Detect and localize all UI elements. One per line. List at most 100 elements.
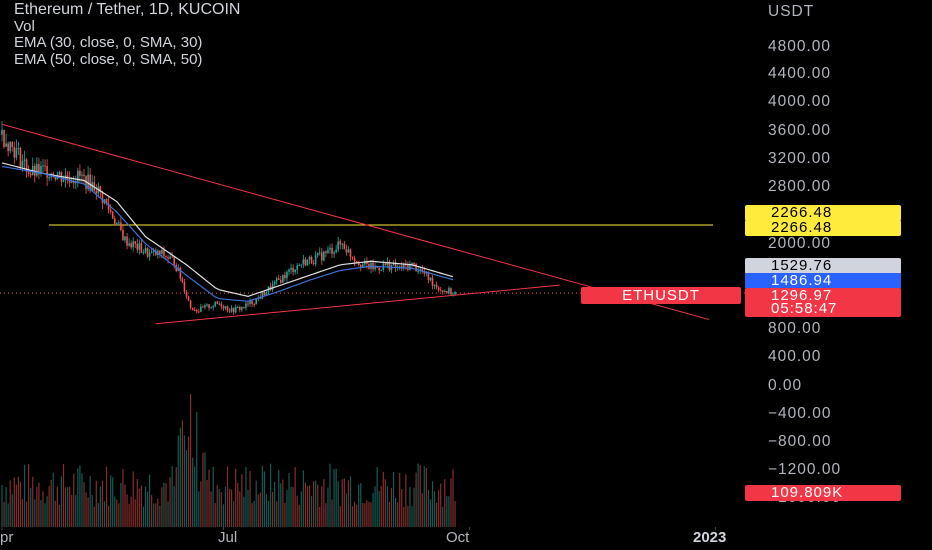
- candle-body: [210, 307, 212, 309]
- candle-body: [46, 166, 48, 178]
- volume-bar: [436, 502, 438, 527]
- price-chart[interactable]: [0, 0, 745, 530]
- candle-body: [415, 263, 417, 272]
- volume-bar: [319, 506, 321, 527]
- candle-body: [310, 256, 313, 263]
- volume-bar: [165, 483, 167, 527]
- candle-body: [251, 300, 253, 305]
- chart-area[interactable]: [0, 0, 745, 530]
- volume-bar: [442, 506, 444, 527]
- candle-body: [23, 159, 26, 162]
- volume-bar: [364, 503, 366, 527]
- candle-body: [19, 147, 22, 167]
- volume-bar: [54, 500, 56, 527]
- volume-bar: [380, 486, 382, 527]
- volume-bar: [124, 484, 126, 527]
- candle-body: [77, 170, 79, 183]
- legend-volume[interactable]: Vol: [14, 17, 35, 35]
- volume-bar: [325, 503, 327, 527]
- candle-body: [259, 297, 262, 299]
- ascending-trendline: [155, 284, 560, 325]
- candle-body: [142, 252, 145, 254]
- volume-bar: [345, 493, 347, 527]
- candle-body: [331, 247, 333, 254]
- legend-title[interactable]: Ethereum / Tether, 1D, KUCOIN: [14, 1, 241, 18]
- candle-body: [126, 236, 128, 246]
- candle-body: [335, 249, 337, 253]
- volume-bar: [83, 482, 85, 527]
- volume-bar: [304, 482, 306, 527]
- volume-bar: [38, 482, 40, 527]
- candle-body: [109, 209, 112, 212]
- volume-bar: [440, 483, 442, 527]
- volume-bar: [206, 480, 208, 527]
- volume-bar: [253, 500, 255, 527]
- volume-bar: [384, 479, 386, 527]
- volume-bar: [17, 476, 19, 527]
- candle-body: [435, 284, 438, 288]
- candle-body: [341, 243, 344, 245]
- candle-body: [232, 307, 235, 313]
- volume-bar: [91, 494, 93, 527]
- volume-bar: [397, 502, 399, 527]
- volume-bar: [343, 478, 345, 527]
- volume-bar: [290, 486, 292, 527]
- time-axis[interactable]: pr Jul Oct 2023: [0, 528, 745, 550]
- candle-body: [54, 176, 57, 180]
- volume-bar: [81, 473, 83, 527]
- candle-body: [325, 251, 327, 253]
- volume-bar: [75, 494, 77, 527]
- volume-bar: [249, 470, 251, 527]
- volume-bar: [116, 499, 118, 527]
- candle-body: [132, 241, 134, 248]
- candle-body: [75, 182, 77, 184]
- candle-body: [280, 279, 282, 283]
- candle-body: [273, 281, 276, 285]
- price-label: −1200.00: [768, 461, 842, 478]
- volume-bar: [296, 495, 298, 527]
- volume-bar: [257, 494, 259, 527]
- candle-body: [111, 211, 114, 219]
- volume-bar: [40, 500, 42, 527]
- volume-bar: [36, 486, 38, 527]
- candle-body: [228, 310, 231, 312]
- volume-bar: [349, 476, 352, 527]
- volume-bar: [313, 481, 315, 527]
- currency-label: USDT: [768, 3, 815, 20]
- candle-body: [364, 261, 366, 265]
- candle-body: [21, 161, 24, 167]
- candle-body: [421, 269, 424, 272]
- candle-body: [282, 274, 284, 283]
- volume-bar: [167, 501, 169, 527]
- volume-bar: [204, 452, 206, 527]
- volume-bar: [288, 473, 290, 527]
- price-axis[interactable]: USDT 4800.00 4400.00 4000.00 3600.00 320…: [745, 0, 932, 550]
- candle-body: [105, 199, 108, 204]
- volume-bar: [237, 482, 239, 527]
- volume-bar: [128, 504, 130, 527]
- candle-body: [429, 277, 432, 281]
- volume-bar: [300, 491, 302, 527]
- candle-body: [169, 256, 171, 259]
- volume-bar: [157, 498, 159, 527]
- candle-body: [230, 307, 233, 312]
- volume-bar: [32, 476, 34, 527]
- volume-bar: [388, 502, 391, 527]
- candle-body: [441, 290, 444, 292]
- price-label: −400.00: [768, 405, 832, 422]
- legend-ema50[interactable]: EMA (50, close, 0, SMA, 50): [14, 50, 203, 68]
- candle-body: [444, 291, 446, 293]
- candle-body: [212, 306, 214, 308]
- volume-bar: [220, 492, 222, 527]
- volume-bar: [265, 494, 268, 527]
- candle-body: [27, 172, 30, 174]
- volume-bar: [362, 502, 364, 527]
- volume-bar: [69, 486, 71, 527]
- candle-body: [218, 303, 221, 305]
- volume-bar: [323, 479, 325, 527]
- legend-ema30[interactable]: EMA (30, close, 0, SMA, 30): [14, 34, 203, 51]
- candle-body: [185, 291, 188, 297]
- volume-bar: [263, 471, 265, 527]
- volume-bar: [331, 499, 333, 527]
- candle-body: [314, 255, 317, 264]
